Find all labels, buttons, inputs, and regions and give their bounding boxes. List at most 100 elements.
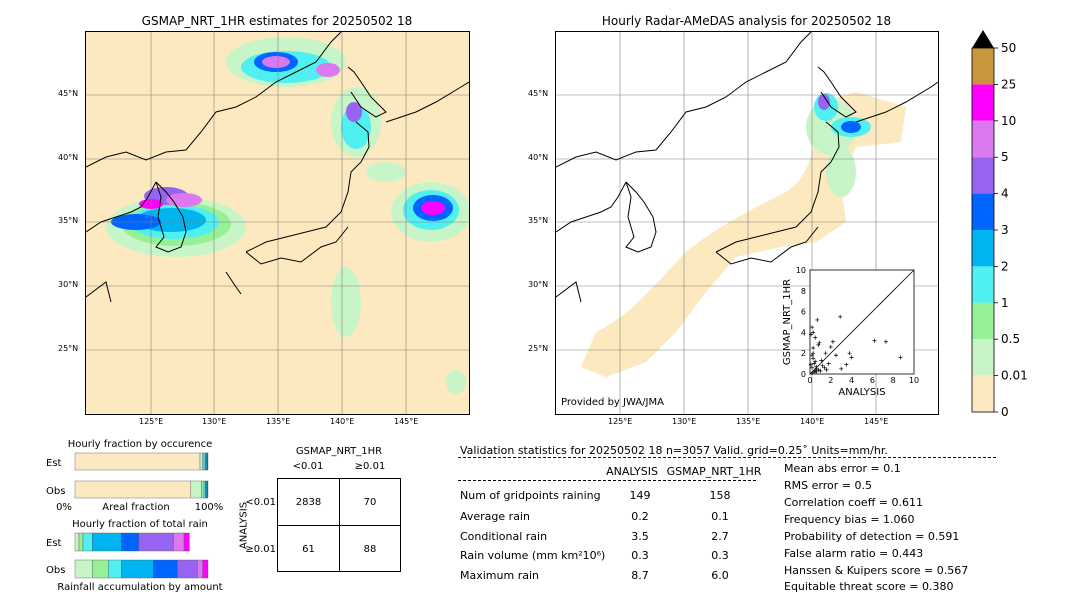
colorbar-level-label: 0.01 (1001, 369, 1028, 383)
scatter-point (824, 367, 829, 372)
left-lon-125: 125°E (139, 417, 164, 426)
total-rain-row-label: Obs (46, 565, 65, 576)
total-rain-bar-segment (74, 532, 80, 552)
left-lat-35: 35°N (58, 216, 79, 225)
colorbar-level-label: 0.5 (1001, 332, 1020, 346)
right-map-title: Hourly Radar-AMeDAS analysis for 2025050… (601, 14, 892, 28)
scatter-ytick: 6 (801, 308, 806, 317)
left-lon-135: 135°E (266, 417, 291, 426)
colorbar-level-label: 4 (1001, 187, 1009, 201)
total-rain-bar-segment (74, 559, 93, 579)
colorbar-segment (972, 48, 994, 85)
colorbar-level-label: 10 (1001, 114, 1016, 128)
scatter-point (823, 351, 828, 356)
scatter-xtick: 2 (828, 376, 833, 385)
scatter-point (883, 339, 888, 344)
total-rain-bar-segment (177, 559, 198, 579)
scatter-ylabel: GSMAP_NRT_1HR (782, 279, 793, 365)
colorbar-segment (972, 375, 994, 412)
left-lon-145: 145°E (394, 417, 419, 426)
left-map-canvas (86, 32, 469, 414)
total-rain-xlabel: Rainfall accumulation by amount (57, 582, 222, 593)
contingency-cell-11: 88 (363, 544, 377, 555)
scatter-diagonal (809, 269, 915, 375)
scatter-point (811, 330, 816, 335)
right-lon-135: 135°E (736, 417, 761, 426)
right-lat-35: 35°N (528, 216, 549, 225)
occurrence-row-label: Est (46, 458, 62, 469)
total-rain-bar-segment (197, 559, 203, 579)
contingency-col-ge: ≥0.01 (354, 461, 386, 472)
scatter-point (822, 365, 827, 370)
contingency-cell-00: 2838 (295, 497, 322, 508)
scatter-point (813, 359, 818, 364)
total-rain-bar-segment (78, 532, 84, 552)
colorbar-segment (972, 266, 994, 303)
validation-row-gsmap: 6.0 (711, 569, 729, 582)
contingency-col-lt: <0.01 (292, 461, 324, 472)
right-map-coastline (556, 32, 938, 303)
validation-col-gsmap: GSMAP_NRT_1HR (666, 465, 762, 478)
colorbar-level-label: 5 (1001, 150, 1009, 164)
left-lat-30: 30°N (58, 280, 79, 289)
right-map-coverage (581, 92, 906, 377)
score-frequency-bias: Frequency bias = 1.060 (784, 513, 915, 526)
scatter-ytick: 10 (796, 266, 806, 275)
validation-col-rule (458, 480, 756, 481)
total-rain-bar-segment (153, 559, 178, 579)
scatter-ytick: 0 (801, 370, 806, 379)
occurrence-bar-segment (206, 452, 209, 471)
contingency-cell-10: 61 (302, 544, 315, 555)
validation-row-gsmap: 0.3 (711, 549, 729, 562)
left-map-coastline (86, 32, 469, 303)
provided-by-label: Provided by JWA/JMA (561, 397, 664, 408)
scatter-point (815, 317, 820, 322)
occurrence-bar-segment (74, 480, 191, 499)
scatter-point (816, 367, 821, 372)
score-rms-error: RMS error = 0.5 (784, 479, 872, 492)
colorbar: 50 25 10 5 4 3 2 1 0.5 0.01 0 (971, 30, 1028, 419)
validation-row-gsmap: 0.1 (711, 510, 729, 523)
scatter-point (809, 362, 814, 367)
left-map-title: GSMAP_NRT_1HR estimates for 20250502 18 (141, 14, 413, 28)
total-rain-bar-segment (138, 532, 174, 552)
colorbar-level-label: 3 (1001, 223, 1009, 237)
occurrence-row-label: Obs (46, 486, 65, 497)
validation-row-label: Num of gridpoints raining (460, 489, 601, 502)
contingency-row-lt: <0.01 (245, 497, 276, 508)
scatter-point (810, 370, 815, 375)
scatter-xtick: 6 (870, 376, 875, 385)
occurrence-bar-segment (74, 452, 201, 471)
right-lat-45: 45°N (528, 89, 549, 98)
scatter-point (812, 361, 817, 366)
validation-row-label: Maximum rain (460, 569, 539, 582)
total-rain-title: Hourly fraction of total rain (72, 519, 208, 530)
left-lat-40: 40°N (58, 153, 79, 162)
scatter-point (809, 332, 814, 337)
validation-row-label: Rain volume (mm km²10⁶) (460, 549, 606, 562)
scatter-ytick: 2 (801, 349, 806, 358)
scatter-point (849, 355, 854, 360)
total-rain-row-label: Est (46, 538, 62, 549)
scatter-point (811, 346, 816, 350)
left-map-rain-fields (106, 37, 469, 394)
scatter-point (810, 353, 815, 358)
scatter-point (811, 351, 816, 356)
scatter-point (828, 344, 833, 349)
scatter-ytick: 4 (801, 328, 806, 337)
right-map-canvas (556, 32, 938, 414)
right-map: Provided by JWA/JMA (555, 31, 939, 415)
score-ets: Equitable threat score = 0.380 (784, 580, 954, 593)
scatter-point (811, 356, 816, 361)
score-far: False alarm ratio = 0.443 (784, 547, 924, 560)
total-rain-bar-segment (92, 559, 109, 579)
validation-row-gsmap: 158 (709, 489, 731, 502)
scatter-point (819, 358, 824, 363)
scatter-point (844, 362, 849, 367)
right-lat-30: 30°N (528, 280, 549, 289)
colorbar-segment (972, 339, 994, 376)
scatter-point (814, 369, 819, 374)
colorbar-level-label: 50 (1001, 41, 1016, 55)
validation-row-label: Conditional rain (460, 530, 548, 543)
colorbar-level-label: 25 (1001, 77, 1016, 91)
